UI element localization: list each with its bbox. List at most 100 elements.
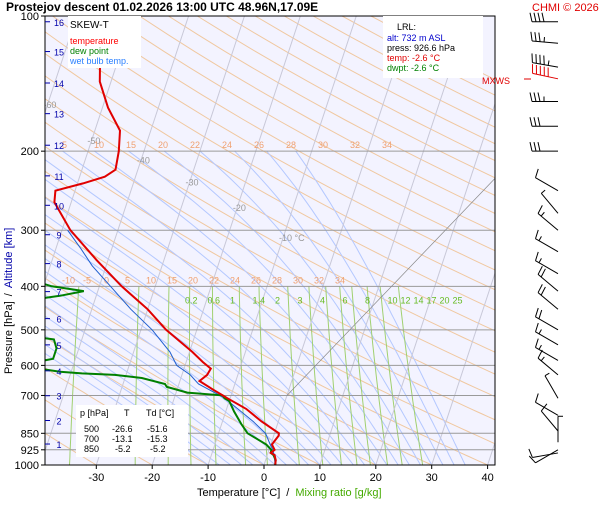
temperature-tick-label: -30 [88,472,104,484]
moist-adiabat-label: 32 [314,275,324,285]
moist-adiabat-label: 28 [286,140,296,150]
altitude-tick-label: 4 [56,367,61,377]
wind-barb [558,416,563,442]
altitude-tick-label: 7 [56,288,61,298]
moist-adiabat-label: 20 [158,140,168,150]
table-header-t: T [124,408,130,418]
altitude-tick-label: 5 [56,341,61,351]
isotherm-label: -10 °C [279,233,305,243]
temperature-tick-label: 10 [314,472,326,484]
isotherm-label: -20 [233,203,246,213]
wind-barb [531,32,558,43]
mixing-ratio-label: 0.6 [208,295,221,305]
moist-adiabat-label: 26 [254,140,264,150]
table-cell: 700 [84,434,99,444]
lrl-title: LRL: [397,22,416,32]
pressure-tick-label: 850 [21,428,39,440]
temperature-tick-label: 20 [370,472,382,484]
wind-barb [530,117,558,126]
table-cell: -13.1 [112,434,133,444]
moist-adiabat-label: 10 [146,275,156,285]
mixing-ratio-label: 10 [388,295,398,305]
moist-adiabat-label: 30 [293,275,303,285]
mixing-ratio-label: 25 [453,295,463,305]
mixing-ratio-label: 1.4 [253,295,266,305]
lrl-pressure: press: 926.6 hPa [387,43,455,53]
pressure-tick-label: 400 [21,281,39,293]
moist-adiabat-label: -10 [62,275,75,285]
mixing-ratio-label: 20 [440,295,450,305]
moist-adiabat-label: 15 [126,140,136,150]
temperature-tick-label: 30 [426,472,438,484]
wind-barb [529,449,558,458]
plot-background [45,16,495,465]
mixing-ratio-label: 2 [275,295,280,305]
mixing-ratio-label: 3 [298,295,303,305]
table-cell: -5.2 [150,444,166,454]
wind-barb [530,92,558,101]
moist-adiabat-label: 32 [350,140,360,150]
altitude-tick-label: 15 [54,48,64,58]
moist-adiabat-label: 30 [318,140,328,150]
temperature-tick-label: -20 [144,472,160,484]
x-axis-mixing: Mixing ratio [g/kg] [295,487,381,499]
wind-barbs [524,13,563,463]
moist-adiabat-label: 20 [188,275,198,285]
pressure-tick-label: 1000 [15,460,39,472]
moist-adiabat-label: 15 [167,275,177,285]
pressure-tick-label: 925 [21,445,39,457]
mixing-ratio-label: 6 [343,295,348,305]
y-axis-separator: / [3,292,15,296]
y-axis-pressure: Pressure [hPa] [3,301,15,374]
moist-adiabat-label: 28 [272,275,282,285]
table-cell: -15.3 [147,434,168,444]
table-cell: 850 [84,444,99,454]
altitude-tick-label: 11 [54,172,63,182]
wind-barb [535,323,558,345]
moist-adiabat-label: 5 [125,275,130,285]
lrl-dewpoint: dwpt: -2.6 °C [387,63,440,73]
pressure-tick-label: 600 [21,360,39,372]
table-header-td: Td [°C] [146,408,174,418]
wind-barb [538,350,558,375]
wind-barb [529,450,558,463]
y-axis-title: Pressure [hPa] / Altitude [km] [3,228,15,374]
temperature-tick-label: 0 [261,472,267,484]
wind-barb [530,142,558,151]
chart-title: Prostejov descent 01.02.2026 13:00 UTC 4… [6,0,318,14]
moist-adiabat-label: 24 [230,275,240,285]
table-cell: 500 [84,424,99,434]
pressure-tick-label: 200 [21,146,39,158]
wind-barb [535,169,558,191]
wind-barb [535,230,558,252]
table-header-p: p [hPa] [80,408,109,418]
moist-adiabat-label: 22 [190,140,200,150]
altitude-tick-label: 6 [56,315,61,325]
mixing-ratio-label: 1 [230,295,235,305]
moist-adiabat-label: 26 [251,275,261,285]
moist-adiabat-label: 34 [335,275,345,285]
temperature-tick-label: -10 [200,472,216,484]
altitude-tick-label: 14 [54,79,64,89]
wind-barb [541,404,558,431]
moist-adiabat-label: -5 [83,275,91,285]
mxws-label: MXWS [482,76,510,86]
legend-dewpoint: dew point [70,46,109,56]
mixing-ratio-label: 12 [401,295,411,305]
altitude-tick-label: 12 [54,141,64,151]
altitude-tick-label: 16 [54,18,64,28]
x-axis-temperature: Temperature [°C] [197,487,280,499]
pressure-tick-label: 300 [21,225,39,237]
moist-adiabat-label: 22 [209,275,219,285]
mixing-ratio-label: 14 [414,295,424,305]
mixing-ratio-label: 0.2 [185,295,198,305]
wind-barb [530,13,558,22]
moist-adiabat-label: 34 [382,140,392,150]
y-axis-altitude: Altitude [km] [3,228,15,289]
wind-barb [532,53,558,67]
wind-barb [545,373,558,398]
altitude-tick-label: 1 [56,440,61,450]
legend-temperature: temperature [70,36,119,46]
